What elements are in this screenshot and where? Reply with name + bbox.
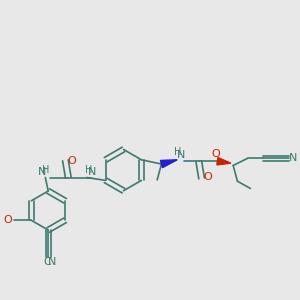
Text: N: N [177,150,185,160]
Polygon shape [217,158,231,165]
Text: H: H [42,164,50,175]
Text: H: H [85,164,92,175]
Text: N: N [38,167,47,177]
Polygon shape [160,160,177,168]
Text: N: N [88,167,96,177]
Text: O: O [68,156,76,166]
Text: N: N [48,257,56,268]
Text: O: O [203,172,212,182]
Text: C: C [43,257,51,268]
Text: H: H [174,147,181,157]
Text: O: O [3,215,12,225]
Text: O: O [212,149,220,159]
Text: N: N [289,153,298,163]
